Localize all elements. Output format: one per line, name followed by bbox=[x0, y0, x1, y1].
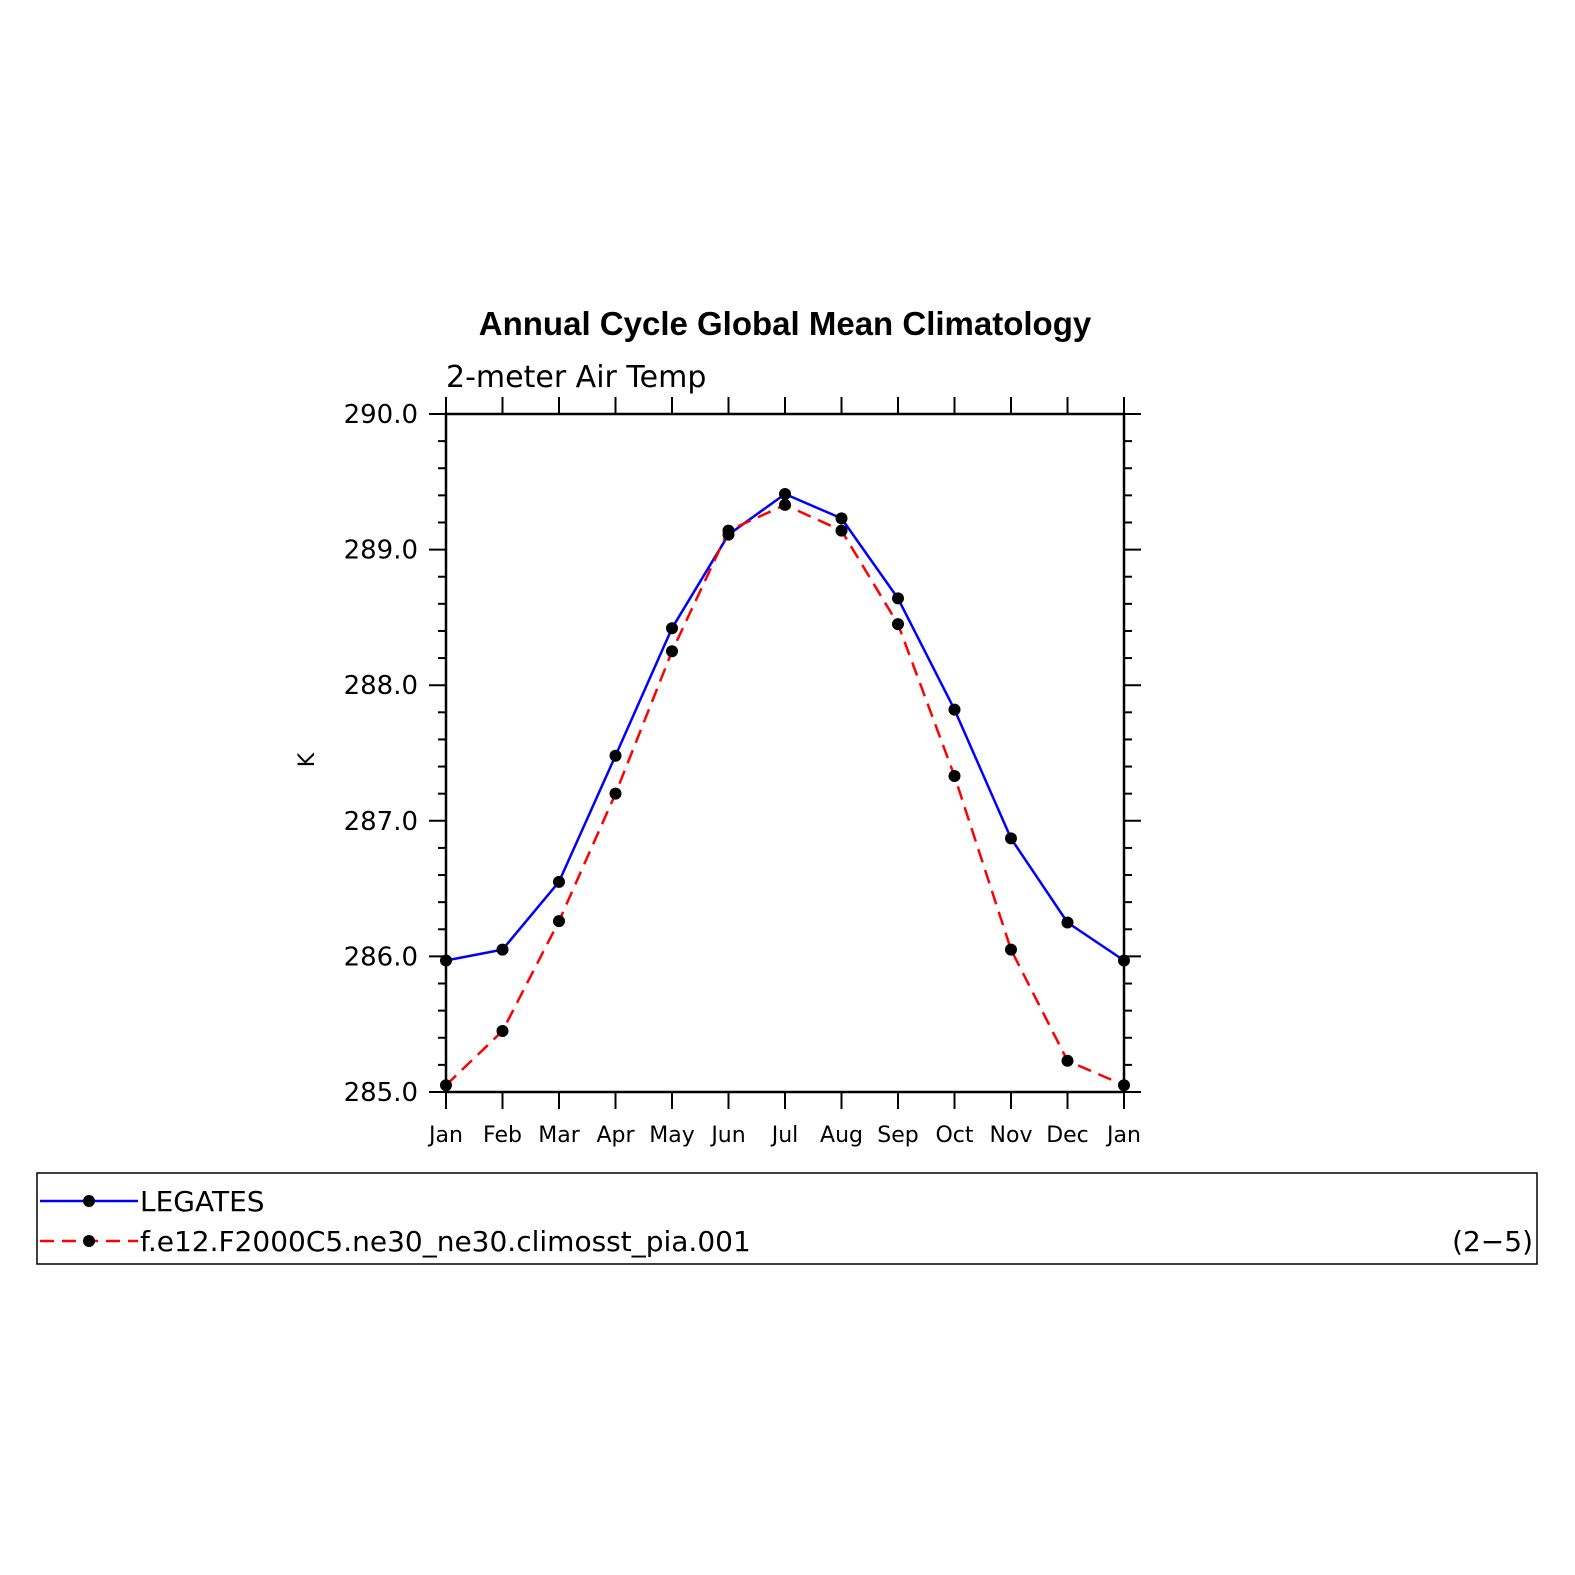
series-line-0 bbox=[445, 492, 1125, 962]
data-point-series-1 bbox=[496, 1024, 509, 1037]
data-point-series-1 bbox=[722, 524, 735, 537]
data-point-series-1 bbox=[948, 770, 961, 783]
x-tick-label: Aug bbox=[820, 1123, 863, 1148]
x-tick-label: Sep bbox=[877, 1123, 918, 1148]
data-point-series-1 bbox=[666, 645, 678, 658]
y-tick-label: 286.0 bbox=[344, 942, 418, 972]
panel-label: (2−5) bbox=[1452, 1225, 1533, 1258]
data-point-series-0 bbox=[1005, 832, 1017, 845]
data-point-series-1 bbox=[553, 915, 565, 928]
series-line-1 bbox=[445, 503, 1125, 1087]
data-point-series-0 bbox=[948, 703, 961, 716]
data-point-series-1 bbox=[892, 618, 904, 631]
chart-subtitle: 2-meter Air Temp bbox=[446, 360, 706, 395]
x-tick-label: Feb bbox=[483, 1123, 522, 1148]
y-tick-label: 285.0 bbox=[344, 1078, 418, 1108]
data-point-series-0 bbox=[666, 622, 678, 635]
legend-label-model: f.e12.F2000C5.ne30_ne30.climosst_pia.001 bbox=[140, 1225, 751, 1258]
data-point-series-0 bbox=[496, 943, 509, 956]
x-tick-label: May bbox=[649, 1123, 694, 1148]
data-point-series-1 bbox=[1005, 943, 1017, 956]
x-tick-label: Jul bbox=[770, 1123, 799, 1148]
x-tick-label: Dec bbox=[1046, 1123, 1089, 1148]
data-point-series-1 bbox=[779, 498, 791, 511]
y-tick-labels: 285.0 286.0 287.0 288.0 289.0 290.0 bbox=[344, 400, 418, 1108]
x-tick-labels: Jan Feb Mar Apr May Jun Jul Aug Sep Oct Nov Dec Jan bbox=[427, 1123, 1141, 1148]
data-point-series-1 bbox=[835, 524, 848, 537]
legend-marker-model bbox=[83, 1235, 95, 1247]
data-point-series-0 bbox=[609, 749, 622, 762]
legend: LEGATES f.e12.F2000C5.ne30_ne30.climosst… bbox=[36, 1172, 1538, 1265]
series-layer bbox=[440, 488, 1130, 1092]
data-point-series-1 bbox=[1061, 1054, 1074, 1067]
data-point-series-0 bbox=[553, 875, 565, 888]
data-point-series-0 bbox=[835, 512, 848, 525]
x-tick-label: Jan bbox=[427, 1123, 463, 1148]
chart-title: Annual Cycle Global Mean Climatology bbox=[479, 305, 1092, 342]
y-tick-label: 289.0 bbox=[344, 536, 418, 566]
x-tick-label: Nov bbox=[990, 1123, 1033, 1148]
x-tick-label: Apr bbox=[596, 1123, 635, 1148]
y-axis-label: K bbox=[295, 752, 320, 767]
data-point-series-0 bbox=[779, 488, 791, 501]
legend-box bbox=[36, 1172, 1538, 1265]
legend-marker-legates bbox=[83, 1195, 95, 1207]
y-tick-label: 287.0 bbox=[344, 807, 418, 837]
y-tick-label: 288.0 bbox=[344, 671, 418, 701]
x-tick-label: Jan bbox=[1105, 1123, 1141, 1148]
plot-frame bbox=[444, 412, 1126, 1094]
legend-label-legates: LEGATES bbox=[140, 1185, 265, 1218]
x-tick-label: Jun bbox=[709, 1123, 745, 1148]
y-tick-label: 290.0 bbox=[344, 400, 418, 430]
x-tick-label: Mar bbox=[538, 1123, 580, 1148]
data-point-series-1 bbox=[609, 787, 622, 800]
data-point-series-0 bbox=[1061, 916, 1074, 929]
x-tick-label: Oct bbox=[935, 1123, 973, 1148]
data-point-series-0 bbox=[892, 592, 904, 605]
